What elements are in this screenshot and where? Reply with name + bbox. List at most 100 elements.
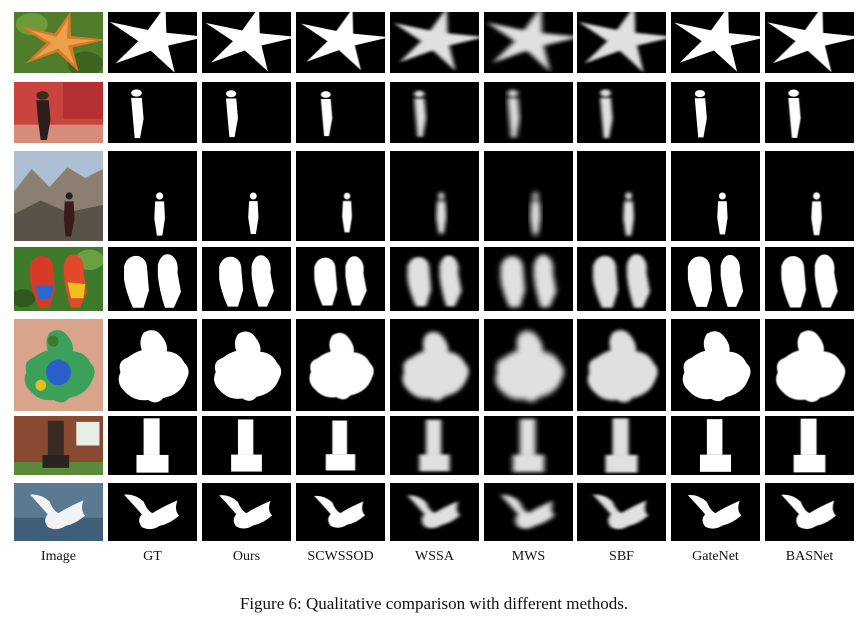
figure-caption: Figure 6: Qualitative comparison with di… (239, 594, 629, 613)
saliency-map (484, 12, 573, 73)
cell-egret-basnet (765, 483, 854, 541)
saliency-map (671, 483, 760, 541)
column-label-gt: GT (143, 549, 162, 564)
cell-starfish-gt (108, 12, 197, 73)
saliency-map (765, 151, 854, 241)
saliency-map (296, 151, 385, 241)
saliency-map (671, 12, 760, 73)
cell-clay-turtle-wssa (390, 319, 479, 411)
saliency-map (390, 12, 479, 73)
cell-pillar-gt (108, 416, 197, 475)
saliency-map (484, 151, 573, 241)
cell-starfish-gatenet (671, 12, 760, 73)
saliency-map (577, 483, 666, 541)
cell-two-parrots-gatenet (671, 247, 760, 311)
saliency-map (765, 12, 854, 73)
saliency-map (671, 416, 760, 475)
saliency-map (202, 483, 291, 541)
column-label-gatenet: GateNet (692, 549, 739, 564)
cell-pillar-mws (484, 416, 573, 475)
cell-person-at-red-wall-gatenet (671, 82, 760, 143)
column-label-basnet: BASNet (785, 549, 834, 564)
cell-egret-gatenet (671, 483, 760, 541)
saliency-map (202, 416, 291, 475)
cell-person-at-red-wall-basnet (765, 82, 854, 143)
saliency-map (765, 82, 854, 143)
saliency-map (765, 416, 854, 475)
saliency-map (577, 247, 666, 311)
cell-starfish-wssa (390, 12, 479, 73)
column-label-ours: Ours (232, 549, 261, 564)
saliency-map (765, 483, 854, 541)
cell-clay-turtle-gatenet (671, 319, 760, 411)
cell-clay-turtle-basnet (765, 319, 854, 411)
cell-hiker-on-rocks-sbf (577, 151, 666, 241)
saliency-map (484, 416, 573, 475)
saliency-map (765, 319, 854, 411)
cell-hiker-on-rocks-gatenet (671, 151, 760, 241)
cell-egret-sbf (577, 483, 666, 541)
saliency-map (484, 82, 573, 143)
cell-two-parrots-scwssod (296, 247, 385, 311)
cell-hiker-on-rocks-image (14, 151, 103, 241)
input-image (14, 416, 103, 475)
cell-two-parrots-wssa (390, 247, 479, 311)
column-label-wssa: WSSA (415, 549, 454, 564)
input-image (14, 12, 103, 73)
cell-egret-ours (202, 483, 291, 541)
saliency-map (108, 82, 197, 143)
saliency-map (390, 483, 479, 541)
saliency-map (390, 416, 479, 475)
cell-starfish-ours (202, 12, 291, 73)
saliency-map (671, 319, 760, 411)
cell-person-at-red-wall-sbf (577, 82, 666, 143)
saliency-map (296, 483, 385, 541)
cell-hiker-on-rocks-scwssod (296, 151, 385, 241)
saliency-map (765, 247, 854, 311)
cell-starfish-sbf (577, 12, 666, 73)
saliency-map (202, 82, 291, 143)
cell-egret-scwssod (296, 483, 385, 541)
saliency-map (202, 12, 291, 73)
cell-pillar-image (14, 416, 103, 475)
saliency-map (390, 319, 479, 411)
cell-person-at-red-wall-scwssod (296, 82, 385, 143)
input-image (14, 319, 103, 411)
cell-hiker-on-rocks-wssa (390, 151, 479, 241)
cell-person-at-red-wall-wssa (390, 82, 479, 143)
cell-egret-image (14, 483, 103, 541)
saliency-map (296, 319, 385, 411)
saliency-map (390, 82, 479, 143)
cell-clay-turtle-mws (484, 319, 573, 411)
column-label-image: Image (41, 549, 76, 564)
cell-egret-gt (108, 483, 197, 541)
column-label-mws: MWS (511, 549, 546, 564)
saliency-map (671, 151, 760, 241)
cell-egret-mws (484, 483, 573, 541)
saliency-map (484, 483, 573, 541)
cell-two-parrots-ours (202, 247, 291, 311)
saliency-map (108, 319, 197, 411)
saliency-map (671, 247, 760, 311)
saliency-map (577, 416, 666, 475)
cell-starfish-basnet (765, 12, 854, 73)
saliency-map (296, 12, 385, 73)
cell-person-at-red-wall-ours (202, 82, 291, 143)
saliency-map (296, 82, 385, 143)
input-image (14, 247, 103, 311)
input-image (14, 82, 103, 143)
cell-person-at-red-wall-gt (108, 82, 197, 143)
saliency-map (108, 416, 197, 475)
cell-hiker-on-rocks-ours (202, 151, 291, 241)
saliency-map (671, 82, 760, 143)
saliency-map (577, 12, 666, 73)
input-image (14, 483, 103, 541)
cell-pillar-sbf (577, 416, 666, 475)
saliency-map (108, 12, 197, 73)
cell-clay-turtle-gt (108, 319, 197, 411)
saliency-map (296, 416, 385, 475)
cell-hiker-on-rocks-gt (108, 151, 197, 241)
saliency-map (296, 247, 385, 311)
cell-starfish-mws (484, 12, 573, 73)
saliency-map (108, 483, 197, 541)
